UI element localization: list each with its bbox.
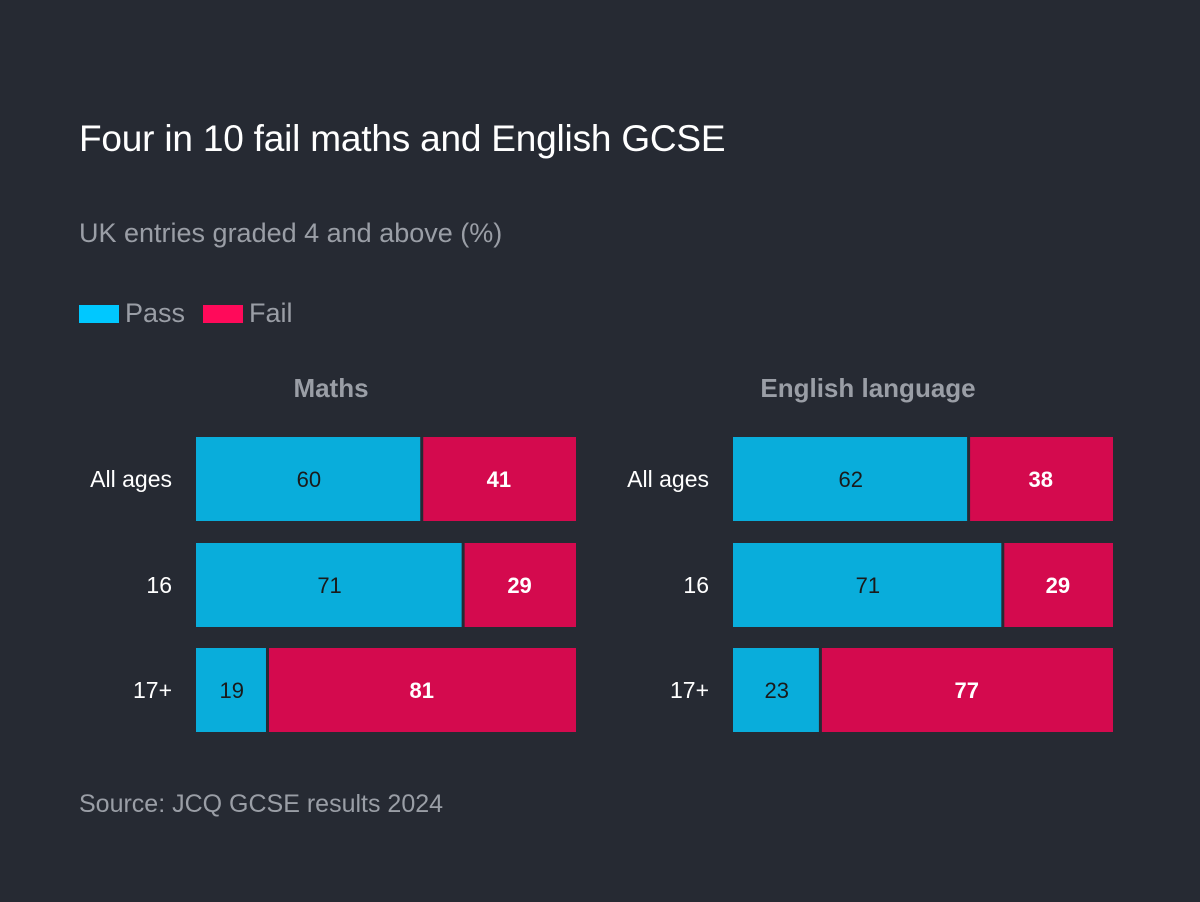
value-label-fail: 81	[410, 678, 434, 703]
bar-pass	[196, 543, 462, 627]
bar-fail	[268, 648, 576, 732]
value-label-pass: 62	[839, 467, 863, 492]
bar-fail	[821, 648, 1113, 732]
panel-maths: Maths All ages 60 41 16 71 29 17+ 19 81	[90, 373, 576, 732]
legend: Pass Fail	[79, 298, 311, 329]
chart-subtitle: UK entries graded 4 and above (%)	[79, 218, 503, 248]
bar-fail	[464, 543, 576, 627]
bar-pass	[733, 543, 1002, 627]
bar-pass	[733, 648, 819, 732]
legend-label-fail: Fail	[249, 298, 293, 328]
value-label-fail: 41	[487, 467, 511, 492]
value-label-fail: 29	[1046, 573, 1070, 598]
value-label-pass: 23	[764, 678, 788, 703]
value-label-pass: 60	[297, 467, 321, 492]
row-label: 17+	[670, 677, 709, 703]
legend-label-pass: Pass	[125, 298, 186, 328]
bar-fail	[1004, 543, 1113, 627]
source-note: Source: JCQ GCSE results 2024	[79, 790, 444, 818]
legend-swatch-fail	[203, 304, 244, 323]
legend-item-pass: Pass	[79, 298, 185, 329]
panel-title: Maths	[293, 373, 368, 403]
row-label: 16	[683, 572, 709, 598]
value-label-fail: 77	[954, 678, 978, 703]
bar-pass	[196, 648, 266, 732]
row-label: 16	[146, 572, 172, 598]
value-label-fail: 29	[507, 573, 531, 598]
bar-pass	[196, 437, 421, 521]
value-label-pass: 71	[856, 573, 880, 598]
panel-title: English language	[760, 373, 975, 403]
value-label-pass: 19	[220, 678, 244, 703]
bar-fail	[423, 437, 576, 521]
row-label: All ages	[90, 466, 172, 492]
value-label-fail: 38	[1029, 467, 1053, 492]
bar-pass	[733, 437, 968, 521]
panel-english: English language All ages 62 38 16 71 29 17+ 23 7…	[627, 373, 1113, 732]
row-label: All ages	[627, 466, 709, 492]
legend-item-fail: Fail	[203, 298, 293, 329]
value-label-pass: 71	[317, 573, 341, 598]
bar-fail	[970, 437, 1113, 521]
row-label: 17+	[133, 677, 172, 703]
legend-swatch-pass	[79, 304, 119, 323]
chart-title: Four in 10 fail maths and English GCSE	[79, 118, 726, 159]
